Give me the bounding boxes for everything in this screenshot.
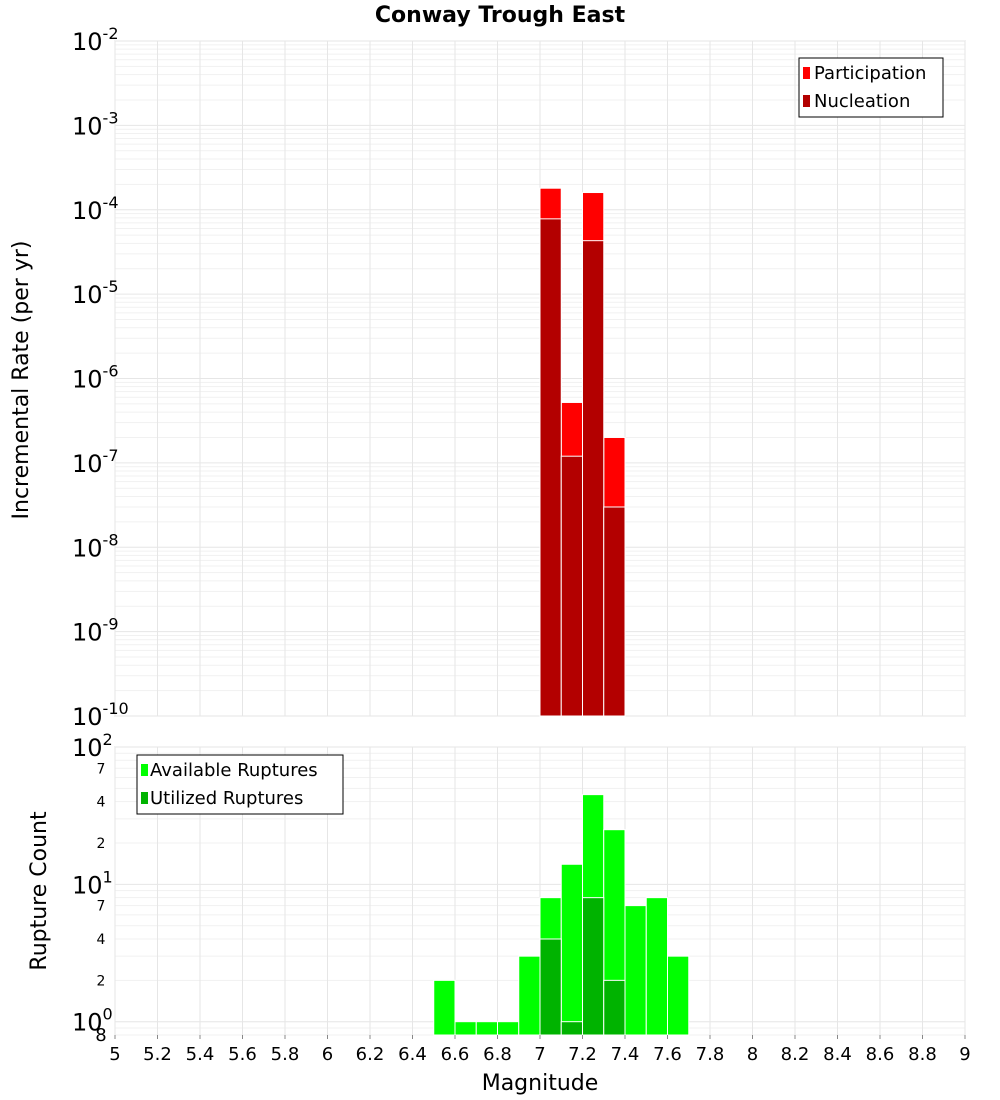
x-tick-label: 8.2 <box>781 1044 810 1065</box>
bar-available-ruptures <box>560 863 583 1036</box>
x-tick-label: 6.6 <box>441 1044 470 1065</box>
bar-nucleation <box>539 218 562 717</box>
bottom-bars <box>433 794 690 1036</box>
top-y-tick-label: 10-5 <box>72 277 119 309</box>
bottom-y-major-tick-label: 100 <box>72 1005 113 1037</box>
top-y-tick-label: 10-6 <box>72 362 119 394</box>
x-tick-label: 5.6 <box>228 1044 257 1065</box>
top-y-tick-label: 10-10 <box>72 699 129 731</box>
legend-label-nucleation: Nucleation <box>814 91 910 112</box>
bar-available-ruptures <box>624 905 647 1036</box>
legend-swatch-available-ruptures <box>141 764 148 776</box>
top-y-tick-label: 10-4 <box>72 193 119 225</box>
x-tick-label: 5.2 <box>143 1044 172 1065</box>
bar-utilized-ruptures <box>603 979 626 1036</box>
x-axis-label: Magnitude <box>482 1071 599 1096</box>
x-ticks: 5 5.2 5.4 5.6 5.8 6 6.2 6.4 6.6 6.8 7 7.2 7.4 7.6 7.8 8… <box>109 1035 971 1065</box>
x-tick-label: 6.2 <box>356 1044 385 1065</box>
bar-utilized-ruptures <box>582 897 605 1036</box>
x-tick-label: 6.4 <box>398 1044 427 1065</box>
chart-title: Conway Trough East <box>375 3 626 28</box>
x-tick-label: 8.6 <box>866 1044 895 1065</box>
top-y-tick-label: 10-7 <box>72 446 119 478</box>
top-y-ticks: 10-2 10-3 10-4 10-5 10-6 10-7 10-8 10-9 10-10 <box>72 24 129 731</box>
bar-nucleation <box>560 455 583 717</box>
x-tick-label: 8.8 <box>908 1044 937 1065</box>
top-legend-box <box>798 57 944 118</box>
bottom-y-minor-tick-label: 2 <box>97 836 106 852</box>
legend-label-available-ruptures: Available Ruptures <box>150 760 318 781</box>
x-tick-label: 9 <box>959 1044 970 1065</box>
x-tick-label: 7.8 <box>696 1044 725 1065</box>
bottom-y-axis-label: Rupture Count <box>27 811 52 971</box>
top-y-axis-label: Incremental Rate (per yr) <box>9 241 34 520</box>
bar-available-ruptures <box>497 1021 520 1036</box>
bottom-y-minor-tick-label: 8 <box>95 1025 106 1046</box>
bottom-y-minor-tick-label: 4 <box>97 932 106 948</box>
bar-available-ruptures <box>475 1021 498 1036</box>
bottom-y-minor-tick-label: 7 <box>97 761 106 777</box>
x-tick-label: 5 <box>109 1044 120 1065</box>
x-tick-label: 8 <box>747 1044 758 1065</box>
top-y-tick-label: 10-8 <box>72 530 119 562</box>
x-tick-label: 7.4 <box>611 1044 640 1065</box>
top-panel: 10-2 10-3 10-4 10-5 10-6 10-7 10-8 10-9 10-10 In… <box>9 24 966 731</box>
x-tick-label: 7 <box>534 1044 545 1065</box>
top-y-tick-label: 10-9 <box>72 615 119 647</box>
legend-label-participation: Participation <box>814 63 926 84</box>
legend-swatch-nucleation <box>803 95 810 107</box>
bottom-y-minor-tick-label: 4 <box>97 795 106 811</box>
x-tick-label: 6.8 <box>483 1044 512 1065</box>
bottom-y-minor-tick-label: 7 <box>97 899 106 915</box>
bottom-y-minor-tick-label: 2 <box>97 973 106 989</box>
bottom-legend: Available Ruptures Utilized Ruptures <box>136 754 344 815</box>
legend-swatch-participation <box>803 67 810 79</box>
x-tick-label: 5.8 <box>271 1044 300 1065</box>
bar-available-ruptures <box>518 955 541 1036</box>
bar-available-ruptures <box>645 897 668 1036</box>
top-bars <box>539 187 626 717</box>
bar-utilized-ruptures <box>560 1021 583 1036</box>
top-y-tick-label: 10-2 <box>72 24 119 56</box>
legend-label-utilized-ruptures: Utilized Ruptures <box>150 788 303 809</box>
x-tick-label: 7.2 <box>568 1044 597 1065</box>
bar-nucleation <box>582 240 605 717</box>
bar-available-ruptures <box>667 955 690 1036</box>
bar-available-ruptures <box>433 979 456 1036</box>
legend-swatch-utilized-ruptures <box>141 792 148 804</box>
bottom-y-major-tick-label: 101 <box>72 867 113 899</box>
top-legend: Participation Nucleation <box>798 57 944 118</box>
x-tick-label: 5.4 <box>186 1044 215 1065</box>
x-tick-label: 6 <box>322 1044 333 1065</box>
x-tick-label: 7.6 <box>653 1044 682 1065</box>
x-tick-label: 8.4 <box>823 1044 852 1065</box>
bar-nucleation <box>603 506 626 717</box>
bottom-y-major-tick-label: 102 <box>72 730 113 762</box>
bar-available-ruptures <box>454 1021 477 1036</box>
bottom-legend-box <box>136 754 344 815</box>
top-y-tick-label: 10-3 <box>72 108 119 140</box>
bar-utilized-ruptures <box>539 938 562 1036</box>
